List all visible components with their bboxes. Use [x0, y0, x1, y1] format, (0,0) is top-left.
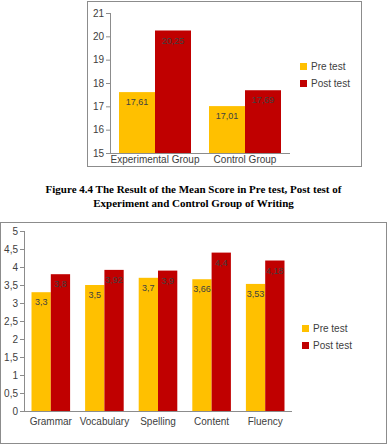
bar — [139, 278, 158, 411]
x-tick-label: Fluency — [248, 416, 283, 427]
data-label: 17,69 — [252, 95, 275, 105]
bar — [32, 292, 51, 411]
y-tick — [106, 106, 110, 107]
chart: 3,33,53,73,663,533,83,923,94,44,1800,511… — [1, 223, 387, 444]
chart-frame — [1, 223, 387, 444]
data-label: 17,01 — [216, 111, 239, 121]
legend-swatch — [302, 342, 309, 349]
data-label: 3,8 — [54, 279, 67, 289]
bar — [119, 92, 155, 153]
y-tick-label: 5 — [12, 226, 18, 237]
legend-label: Post test — [311, 78, 350, 89]
y-tick — [20, 321, 24, 322]
y-tick-label: 21 — [93, 8, 105, 19]
bar — [104, 270, 123, 411]
bar — [155, 31, 191, 154]
y-tick — [20, 285, 24, 286]
data-label: 3,92 — [105, 275, 123, 285]
data-label: 4,18 — [266, 266, 284, 276]
x-tick-label: Content — [194, 416, 229, 427]
data-label: 3,66 — [193, 284, 211, 294]
y-tick — [20, 375, 24, 376]
x-tick-label: Vocabulary — [80, 416, 129, 427]
page: {"chart_data": [ {"type": "bar", "title"… — [0, 0, 387, 444]
y-tick — [20, 357, 24, 358]
chart-frame — [88, 2, 362, 167]
y-tick-label: 15 — [93, 148, 105, 159]
y-tick-label: 20 — [93, 31, 105, 42]
x-tick-label: Experimental Group — [111, 154, 200, 165]
y-tick — [106, 130, 110, 131]
y-tick-label: 2 — [12, 334, 18, 345]
y-tick-label: 2,5 — [4, 316, 18, 327]
data-label: 3,7 — [142, 283, 155, 293]
data-labels: 3,3 3,5 3,7 3,66 3,53 3,8 3,92 3,9 4,4 4,18 — [35, 258, 284, 308]
y-tick — [20, 249, 24, 250]
data-label: 4,4 — [215, 258, 228, 268]
data-label: 3,53 — [247, 289, 265, 299]
y-tick-label: 18 — [93, 78, 105, 89]
y-tick-label: 1 — [12, 370, 18, 381]
x-axis-line — [24, 411, 292, 412]
y-tick — [106, 83, 110, 84]
x-tick-label: Spelling — [140, 416, 176, 427]
x-tick-label: Grammar — [30, 416, 73, 427]
y-tick-label: 0 — [12, 406, 18, 417]
data-label: 3,9 — [161, 276, 174, 286]
bars — [119, 31, 281, 154]
y-tick-label: 0,5 — [4, 388, 18, 399]
bars — [32, 253, 285, 411]
bar — [212, 253, 231, 411]
y-tick-label: 4 — [12, 262, 18, 273]
y-tick — [20, 303, 24, 304]
legend: Pre test Post test — [302, 323, 352, 351]
y-tick — [20, 231, 24, 232]
legend-label: Post test — [313, 340, 352, 351]
legend: Pre test Post test — [300, 61, 350, 89]
legend-label: Pre test — [313, 323, 348, 334]
chart-canvas: 17,6117,0120,2517,6915161718192021Experi… — [0, 0, 387, 444]
data-label: 20,25 — [162, 36, 185, 46]
data-labels: 17,61 17,01 20,25 17,69 — [126, 36, 275, 122]
y-tick-label: 16 — [93, 124, 105, 135]
y-axis-line — [24, 231, 25, 411]
data-label: 3,5 — [88, 290, 101, 300]
data-label: 3,3 — [35, 297, 48, 307]
y-tick-label: 4,5 — [4, 244, 18, 255]
bar — [246, 284, 265, 411]
figure-caption: Figure 4.4 The Result of the Mean Score … — [20, 182, 367, 210]
y-tick — [106, 153, 110, 154]
legend-swatch — [300, 80, 307, 87]
y-tick — [20, 393, 24, 394]
bar — [245, 90, 281, 153]
y-tick — [20, 267, 24, 268]
y-tick — [106, 13, 110, 14]
y-tick-label: 1,5 — [4, 352, 18, 363]
legend-swatch — [300, 63, 307, 70]
y-tick — [106, 36, 110, 37]
y-tick — [106, 60, 110, 61]
bar — [51, 274, 70, 411]
y-tick-label: 3,5 — [4, 280, 18, 291]
y-tick — [20, 339, 24, 340]
chart: 17,61 17,01 20,25 17,69 15 16 17 18 19 20 21 Experi… — [88, 2, 362, 167]
y-tick — [20, 411, 24, 412]
y-tick-label: 19 — [93, 54, 105, 65]
legend-swatch — [302, 325, 309, 332]
y-tick-label: 17 — [93, 101, 105, 112]
y-axis-line — [110, 13, 111, 153]
bar — [192, 279, 211, 411]
bar — [85, 285, 104, 411]
bar — [158, 271, 177, 411]
x-tick-label: Control Group — [214, 154, 277, 165]
y-tick-label: 3 — [12, 298, 18, 309]
bar — [209, 106, 245, 153]
legend-label: Pre test — [311, 61, 346, 72]
bar — [265, 261, 284, 411]
data-label: 17,61 — [126, 97, 149, 107]
